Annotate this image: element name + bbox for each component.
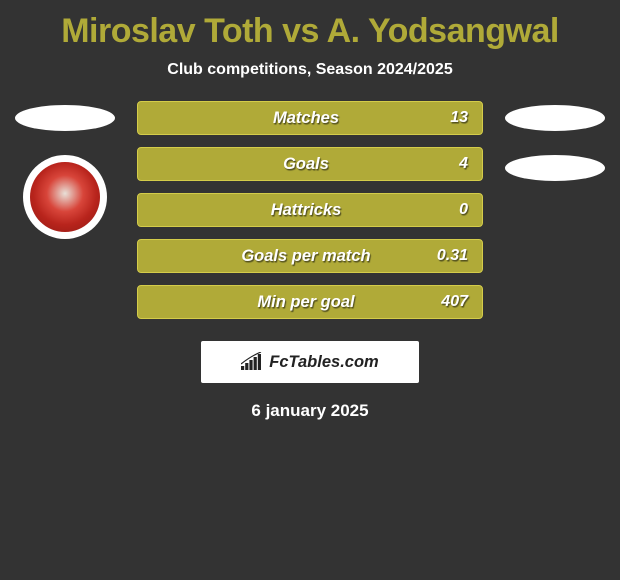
footer-brand-badge: FcTables.com [201,341,419,383]
player-right-ellipse-1 [505,105,605,131]
comparison-title: Miroslav Toth vs A. Yodsangwal [0,0,620,57]
stat-value: 0 [432,201,468,219]
player-left-ellipse [15,105,115,131]
stats-bars: Matches 13 Goals 4 Hattricks 0 Goals per… [137,101,483,319]
stat-label: Matches [180,109,432,128]
stat-value: 4 [432,155,468,173]
stat-row-min-per-goal: Min per goal 407 [137,285,483,319]
club-badge-icon [30,162,100,232]
bar-chart-icon [241,352,263,372]
footer-brand-text: FcTables.com [269,353,378,372]
stat-label: Goals [180,155,432,174]
player-right-ellipse-2 [505,155,605,181]
stat-value: 13 [432,109,468,127]
stat-label: Goals per match [180,247,432,266]
content-row: Matches 13 Goals 4 Hattricks 0 Goals per… [0,101,620,319]
stat-value: 0.31 [432,247,468,265]
stat-row-matches: Matches 13 [137,101,483,135]
stat-row-goals-per-match: Goals per match 0.31 [137,239,483,273]
stat-row-hattricks: Hattricks 0 [137,193,483,227]
comparison-subtitle: Club competitions, Season 2024/2025 [0,57,620,101]
stat-label: Min per goal [180,293,432,312]
snapshot-date: 6 january 2025 [0,383,620,439]
stat-row-goals: Goals 4 [137,147,483,181]
right-side-column [500,101,610,181]
stat-value: 407 [432,293,468,311]
stat-label: Hattricks [180,201,432,220]
left-side-column [10,101,120,239]
club-logo-left [23,155,107,239]
